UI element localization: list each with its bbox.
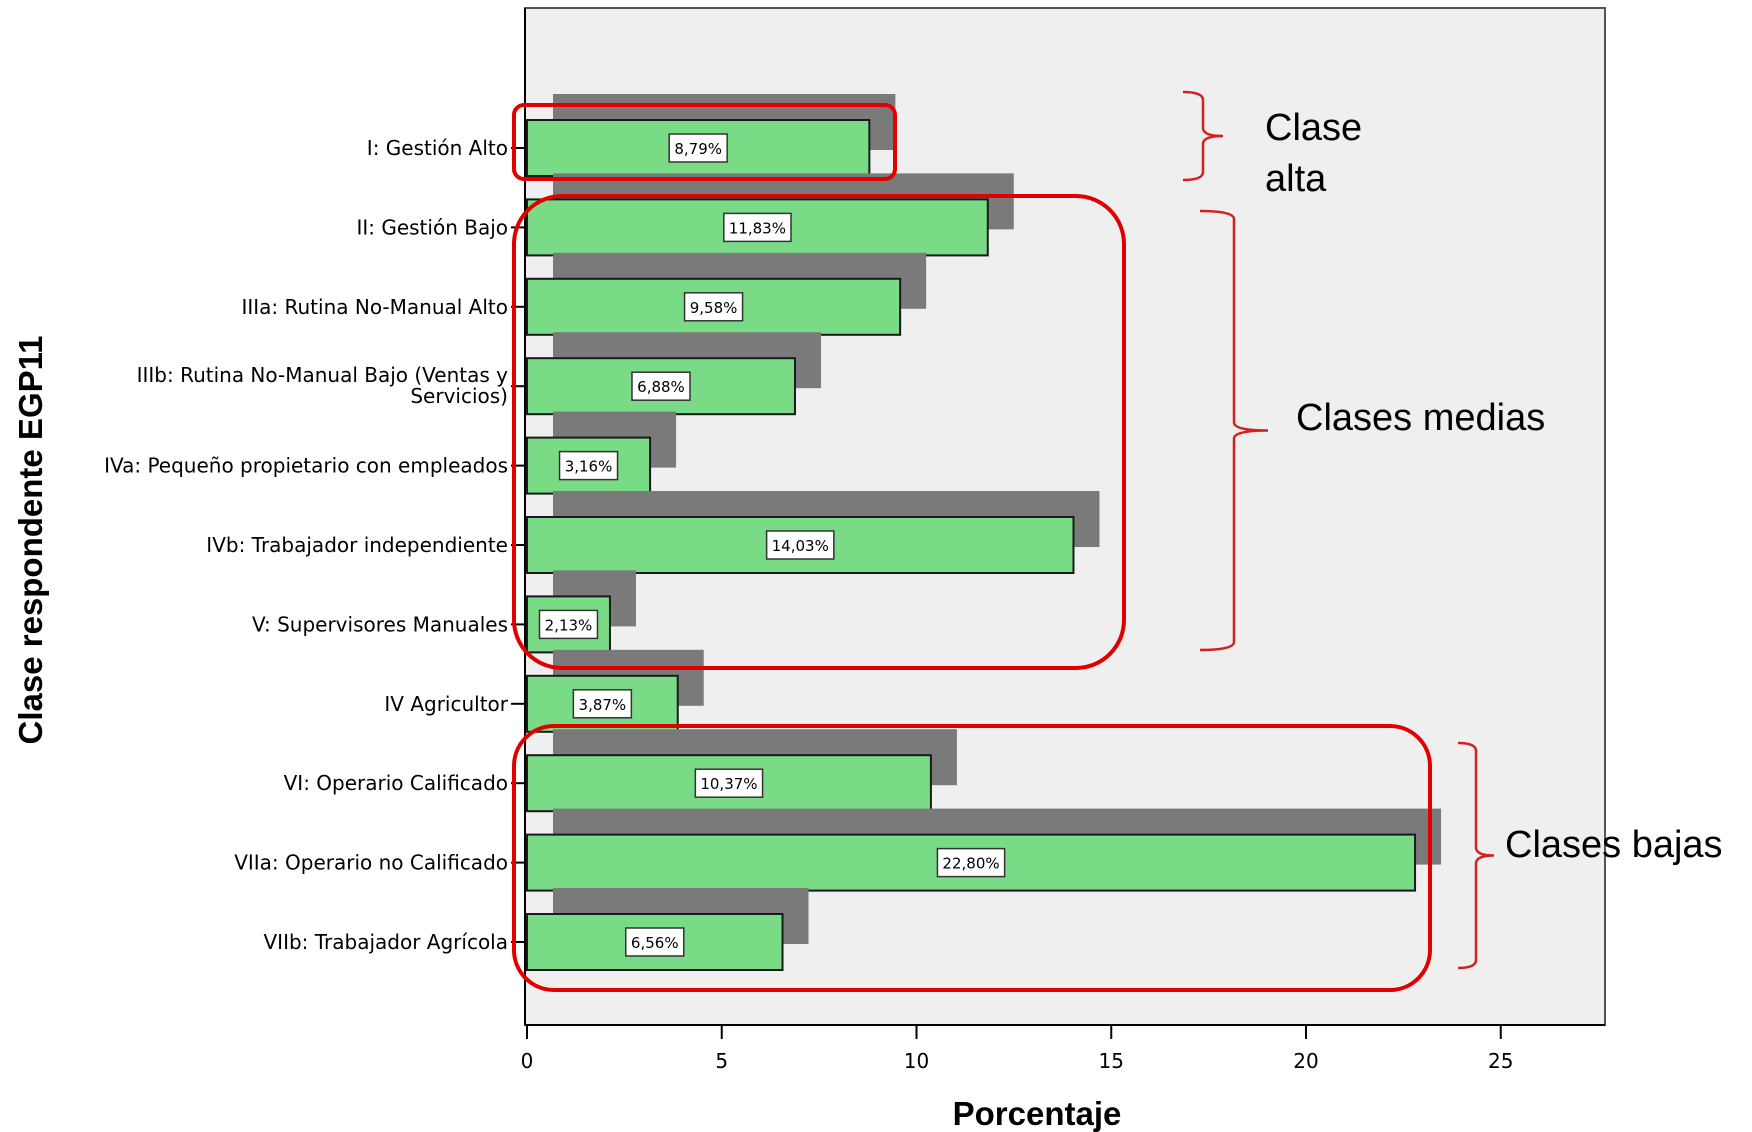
data-label-box xyxy=(936,847,1006,878)
group-bracket xyxy=(1457,741,1495,970)
data-label: 22,80% xyxy=(942,855,999,873)
group-annotations: Clase alta Clases medias Clases bajas xyxy=(512,90,1723,992)
group-bracket xyxy=(1182,90,1224,182)
data-label: 11,83% xyxy=(729,219,786,237)
x-axis-title: Porcentaje xyxy=(953,1095,1122,1132)
data-label-box xyxy=(558,450,619,481)
group-label: Clases medias xyxy=(1296,397,1545,439)
y-tick-label: IV Agricultor xyxy=(384,692,508,716)
data-label-box xyxy=(765,530,835,560)
y-tick-label: I: Gestión Alto xyxy=(367,136,508,160)
bar xyxy=(526,357,796,416)
group-label: Clase xyxy=(1265,107,1362,149)
y-tick-label: IVb: Trabajador independiente xyxy=(206,533,508,557)
data-label: 6,56% xyxy=(631,934,679,952)
data-label-box xyxy=(631,371,691,401)
x-tick-label: 15 xyxy=(1099,1049,1124,1073)
data-label: 14,03% xyxy=(772,537,829,555)
y-tick-label: IIIa: Rutina No-Manual Alto xyxy=(241,295,508,319)
data-label: 3,87% xyxy=(579,696,627,714)
data-label: 10,37% xyxy=(700,775,757,793)
data-label-box xyxy=(683,292,744,322)
data-label-box xyxy=(625,927,685,957)
data-label-box xyxy=(668,133,728,163)
group-label: alta xyxy=(1265,158,1327,200)
group-highlight-box xyxy=(512,194,1126,670)
x-axis: 0 5 10 15 20 25 xyxy=(521,1024,1605,1073)
data-label: 8,79% xyxy=(674,140,722,158)
data-label-box xyxy=(723,212,792,243)
group-label: Clases bajas xyxy=(1505,824,1723,866)
y-tick-label: V: Supervisores Manuales xyxy=(252,612,508,636)
y-tick-label: II: Gestión Bajo xyxy=(356,215,508,239)
group-highlight-box xyxy=(512,103,897,181)
data-label-box xyxy=(572,689,633,719)
x-tick-label: 10 xyxy=(904,1049,929,1073)
x-tick-label: 5 xyxy=(715,1049,728,1073)
y-tick-label: VIIb: Trabajador Agrícola xyxy=(263,930,508,954)
y-tick-label: VIIa: Operario no Calificado xyxy=(234,851,508,875)
y-tick-label: IVa: Pequeño propietario con empleados xyxy=(104,454,508,478)
y-tick-label: Servicios) xyxy=(410,384,508,408)
bar xyxy=(526,833,1417,892)
group-bracket xyxy=(1199,209,1269,652)
data-label: 3,16% xyxy=(565,458,613,476)
data-label-box xyxy=(694,768,764,798)
y-tick-label: IIIb: Rutina No-Manual Bajo (Ventas y xyxy=(137,363,509,387)
x-tick-label: 20 xyxy=(1293,1049,1318,1073)
data-label: 2,13% xyxy=(545,616,593,634)
x-tick-label: 0 xyxy=(521,1049,534,1073)
bars-layer: 8,79% 11,83% 9,58% 6,88% 3,16% 14,03% 2,13% 3,8… xyxy=(526,94,1442,971)
data-label: 6,88% xyxy=(637,378,685,396)
y-tick-label: VI: Operario Calificado xyxy=(284,771,508,795)
y-axis-title: Clase respondente EGP11 xyxy=(12,335,49,744)
data-label: 9,58% xyxy=(690,299,738,317)
data-label-box xyxy=(538,609,599,640)
x-tick-label: 25 xyxy=(1488,1049,1513,1073)
group-highlight-box xyxy=(512,724,1432,992)
y-axis: I: Gestión Alto II: Gestión Bajo IIIa: Rut… xyxy=(104,8,526,1025)
